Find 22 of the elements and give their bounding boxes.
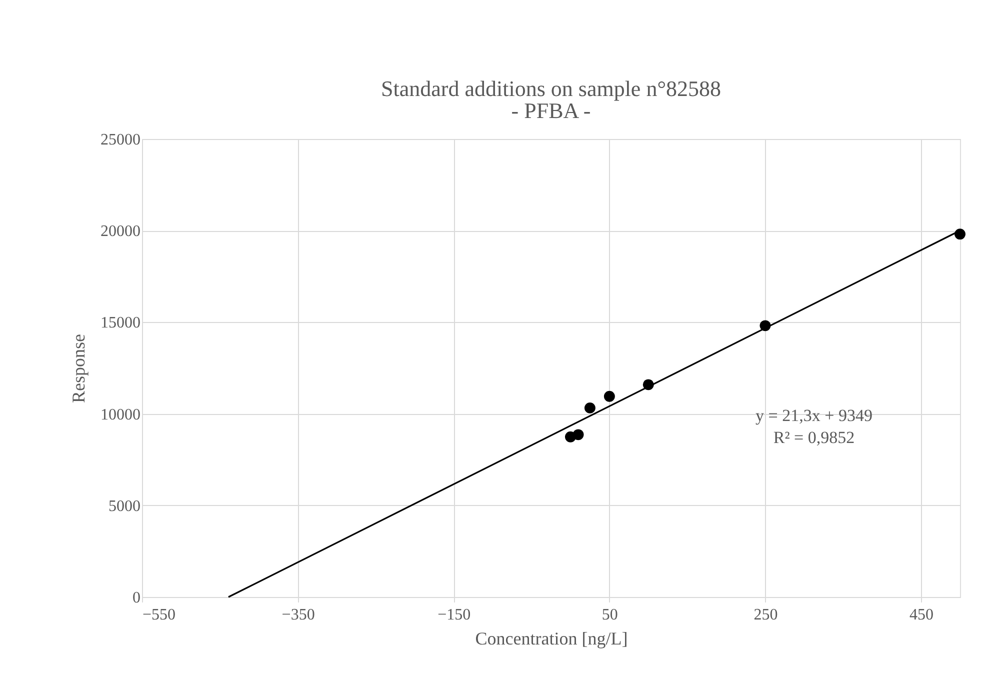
point — [604, 390, 615, 402]
x-tick-label: −150 — [438, 606, 471, 624]
x-axis-title: Concentration [ng/L] — [475, 628, 628, 648]
x-tick-label: 450 — [910, 606, 934, 624]
y-tick-label: 5000 — [108, 498, 140, 515]
x-tick-label: 250 — [754, 606, 778, 624]
point — [584, 402, 596, 414]
y-tick-label: 0 — [132, 590, 140, 606]
chart-subtitle: - PFBA - — [511, 98, 591, 123]
point — [954, 228, 966, 240]
x-tick-label: −350 — [282, 606, 315, 624]
y-axis-title: Response — [68, 334, 88, 403]
x-tick-label: 50 — [602, 606, 618, 624]
y-tick-label: 15000 — [100, 314, 140, 332]
annotation: R² = 0,9852 — [773, 428, 855, 447]
point — [572, 429, 584, 440]
y-tick-label: 25000 — [100, 132, 140, 148]
annotation: y = 21,3x + 9349 — [756, 406, 872, 425]
chart-title: Standard additions on sample n°82588 — [381, 76, 721, 101]
y-tick-label: 20000 — [100, 223, 140, 240]
y-tick-label: 10000 — [100, 406, 140, 424]
x-tick-label: −550 — [142, 606, 176, 624]
